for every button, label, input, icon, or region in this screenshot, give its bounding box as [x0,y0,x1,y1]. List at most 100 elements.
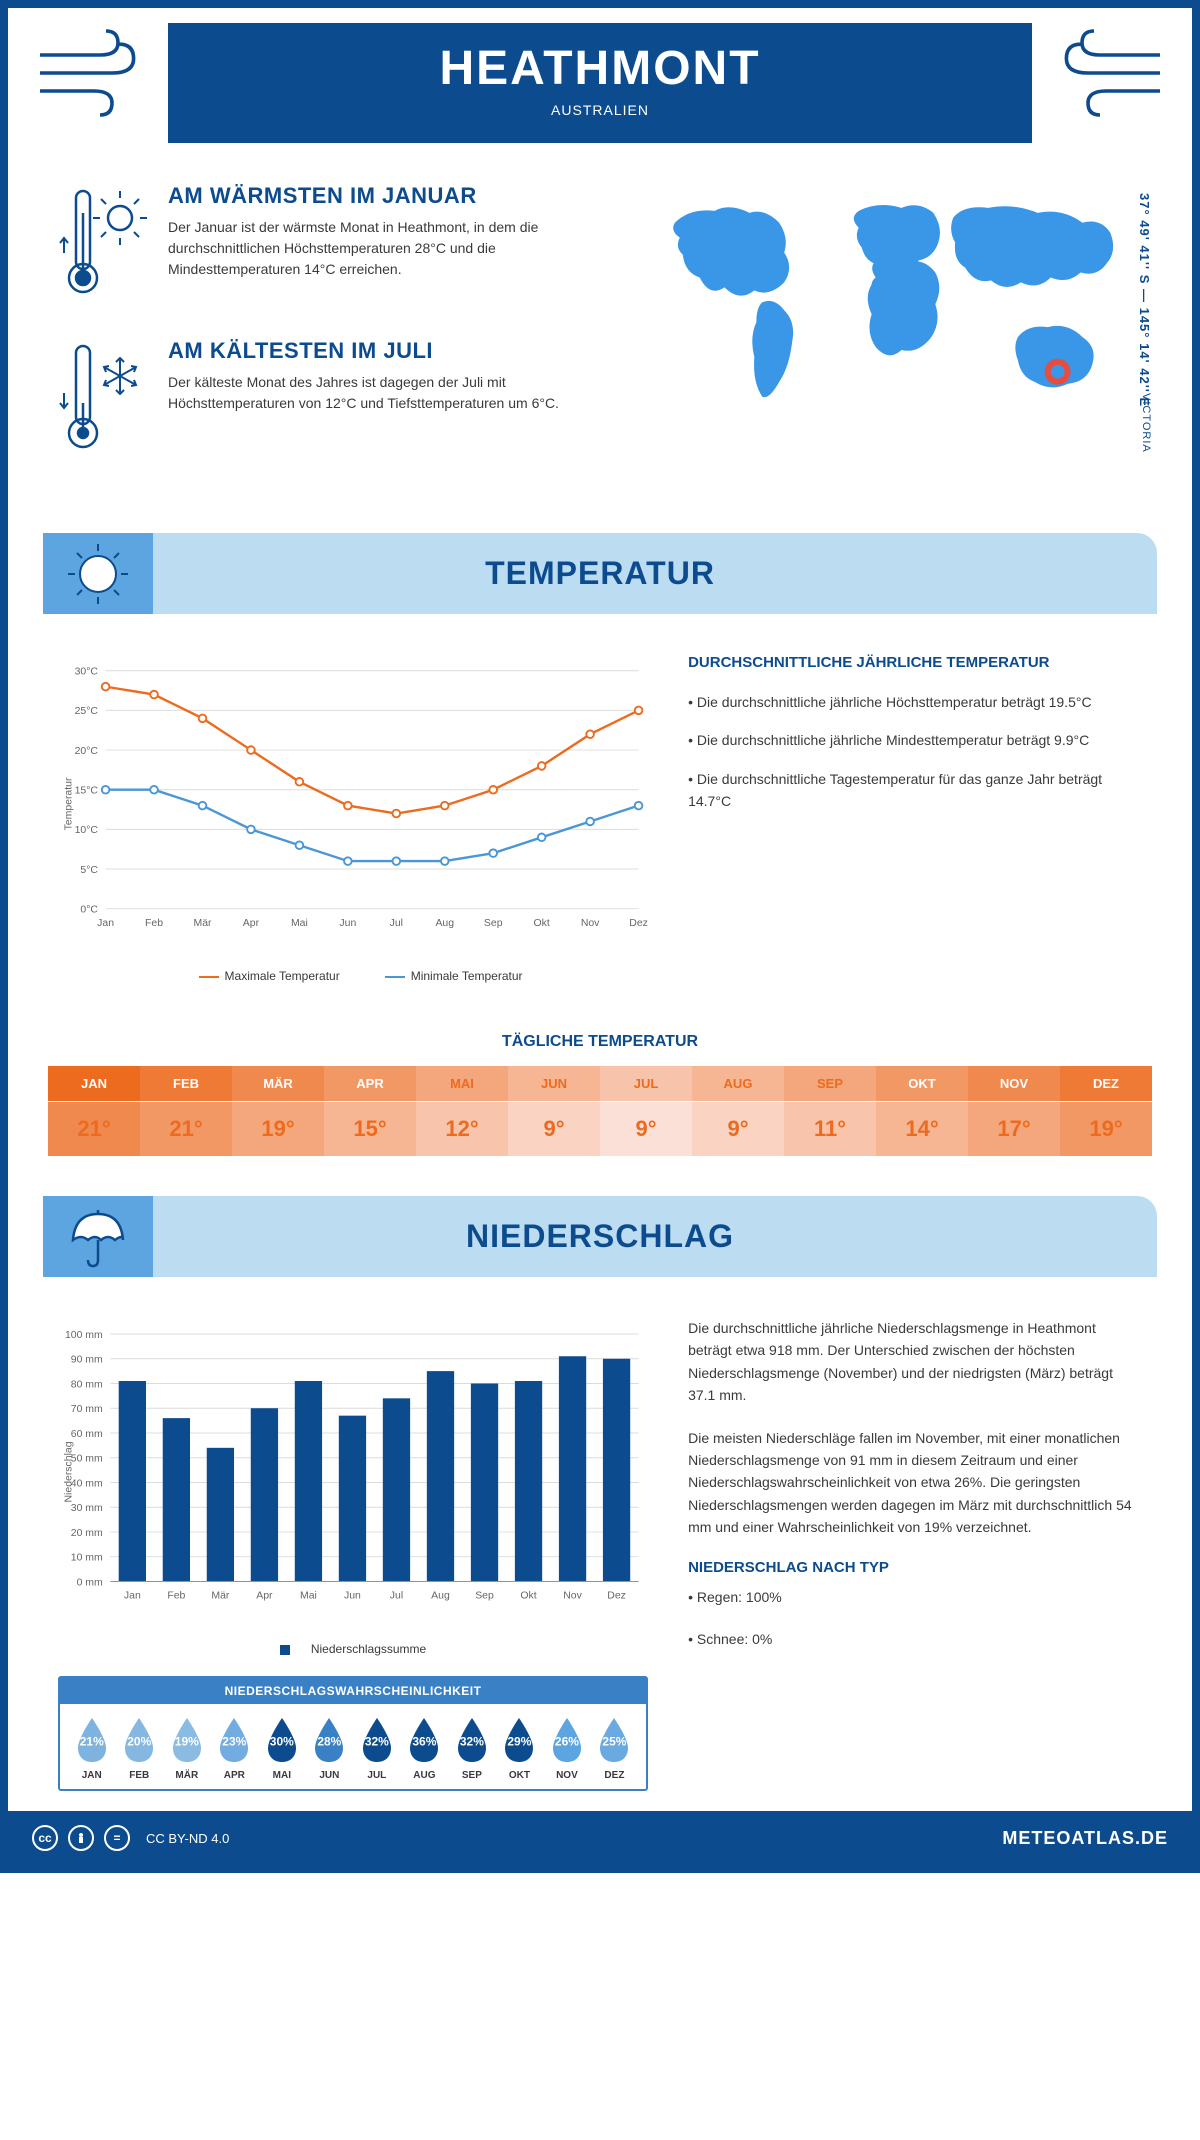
precipitation-legend: Niederschlagssumme [58,1642,648,1656]
prob-item: 29%OKT [496,1716,544,1781]
probability-title: NIEDERSCHLAGSWAHRSCHEINLICHKEIT [60,1678,646,1704]
page-title: HEATHMONT [188,41,1012,96]
warmest-text: Der Januar ist der wärmste Monat in Heat… [168,217,605,280]
wind-icon-left [28,23,148,123]
footer: cc = CC BY-ND 4.0 METEOATLAS.DE [8,1811,1192,1865]
prob-item: 30%MAI [258,1716,306,1781]
svg-text:Okt: Okt [520,1591,536,1602]
title-banner: HEATHMONT AUSTRALIEN [168,23,1032,143]
svg-text:10°C: 10°C [75,825,99,836]
svg-text:90 mm: 90 mm [71,1355,103,1366]
svg-text:Jan: Jan [97,918,114,929]
temp-info-b1: • Die durchschnittliche jährliche Höchst… [688,691,1142,713]
svg-text:Dez: Dez [607,1591,626,1602]
prob-item: 19%MÄR [163,1716,211,1781]
daily-col: FEB21° [140,1066,232,1156]
daily-col: JUL9° [600,1066,692,1156]
svg-text:25°C: 25°C [75,706,99,717]
region-name: VICTORIA [1140,393,1152,453]
svg-text:Niederschlag: Niederschlag [63,1441,74,1502]
svg-text:100 mm: 100 mm [65,1330,103,1341]
header: HEATHMONT AUSTRALIEN [8,8,1192,143]
precipitation-title: NIEDERSCHLAG [63,1218,1137,1255]
temperature-legend: Maximale TemperaturMinimale Temperatur [58,969,648,983]
coldest-title: AM KÄLTESTEN IM JULI [168,338,605,364]
prob-item: 36%AUG [401,1716,449,1781]
svg-text:20°C: 20°C [75,746,99,757]
svg-text:30 mm: 30 mm [71,1503,103,1514]
svg-text:20 mm: 20 mm [71,1528,103,1539]
svg-text:Apr: Apr [256,1591,273,1602]
page-subtitle: AUSTRALIEN [188,102,1012,118]
svg-text:Mai: Mai [300,1591,317,1602]
svg-text:Aug: Aug [431,1591,450,1602]
daily-col: OKT14° [876,1066,968,1156]
precip-type-b2: • Schnee: 0% [688,1628,1142,1650]
svg-text:Nov: Nov [581,918,600,929]
svg-text:10 mm: 10 mm [71,1553,103,1564]
svg-text:Mär: Mär [193,918,212,929]
svg-text:Okt: Okt [534,918,550,929]
svg-text:Mär: Mär [211,1591,230,1602]
precipitation-info: Die durchschnittliche jährliche Niedersc… [688,1317,1142,1791]
wind-icon-right [1052,23,1172,123]
svg-text:70 mm: 70 mm [71,1404,103,1415]
svg-text:15°C: 15°C [75,786,99,797]
prob-item: 23%APR [211,1716,259,1781]
svg-text:Jun: Jun [339,918,356,929]
svg-text:Nov: Nov [563,1591,582,1602]
prob-item: 25%DEZ [591,1716,639,1781]
temperature-info: DURCHSCHNITTLICHE JÄHRLICHE TEMPERATUR •… [688,654,1142,983]
thermometer-snow-icon [58,338,148,463]
svg-text:Feb: Feb [145,918,163,929]
prob-item: 26%NOV [543,1716,591,1781]
thermometer-sun-icon [58,183,148,308]
precipitation-section-header: NIEDERSCHLAG [43,1196,1157,1277]
svg-text:Jul: Jul [390,1591,403,1602]
temperature-section-header: TEMPERATUR [43,533,1157,614]
svg-text:Jul: Jul [390,918,403,929]
daily-col: JUN9° [508,1066,600,1156]
prob-item: 28%JUN [306,1716,354,1781]
world-map [645,183,1142,443]
temp-info-b3: • Die durchschnittliche Tagestemperatur … [688,768,1142,813]
daily-col: APR15° [324,1066,416,1156]
svg-text:Sep: Sep [475,1591,494,1602]
prob-item: 32%JUL [353,1716,401,1781]
daily-col: JAN21° [48,1066,140,1156]
svg-text:Sep: Sep [484,918,503,929]
daily-col: AUG9° [692,1066,784,1156]
svg-text:Feb: Feb [167,1591,185,1602]
prob-item: 32%SEP [448,1716,496,1781]
daily-temp-title: TÄGLICHE TEMPERATUR [8,1033,1192,1051]
coordinates: 37° 49' 41'' S — 145° 14' 42'' E [1137,193,1152,407]
temperature-title: TEMPERATUR [63,555,1137,592]
precip-type-b1: • Regen: 100% [688,1586,1142,1608]
temperature-line-chart: 0°C 5°C 10°C 15°C 20°C 25°C 30°C Jan Feb Mär Apr Ma… [58,654,648,954]
svg-text:Dez: Dez [629,918,648,929]
precipitation-bar-chart: 0 mm10 mm20 mm30 mm40 mm50 mm60 mm70 mm8… [58,1317,648,1627]
probability-panel: NIEDERSCHLAGSWAHRSCHEINLICHKEIT 21%JAN20… [58,1676,648,1791]
prob-item: 20%FEB [116,1716,164,1781]
svg-text:5°C: 5°C [80,865,98,876]
svg-text:30°C: 30°C [75,667,99,678]
svg-text:Apr: Apr [243,918,260,929]
warmest-block: AM WÄRMSTEN IM JANUAR Der Januar ist der… [58,183,605,308]
svg-text:Jun: Jun [344,1591,361,1602]
daily-col: MAI12° [416,1066,508,1156]
warmest-title: AM WÄRMSTEN IM JANUAR [168,183,605,209]
precip-type-title: NIEDERSCHLAG NACH TYP [688,1559,1142,1576]
svg-text:Mai: Mai [291,918,308,929]
daily-col: NOV17° [968,1066,1060,1156]
svg-text:0°C: 0°C [80,905,98,916]
sun-icon [43,533,153,614]
coldest-text: Der kälteste Monat des Jahres ist dagege… [168,372,605,414]
intro-section: AM WÄRMSTEN IM JANUAR Der Januar ist der… [8,143,1192,523]
nd-icon: = [104,1825,130,1851]
daily-col: SEP11° [784,1066,876,1156]
temp-info-b2: • Die durchschnittliche jährliche Mindes… [688,729,1142,751]
daily-col: DEZ19° [1060,1066,1152,1156]
coldest-block: AM KÄLTESTEN IM JULI Der kälteste Monat … [58,338,605,463]
prob-item: 21%JAN [68,1716,116,1781]
temp-info-title: DURCHSCHNITTLICHE JÄHRLICHE TEMPERATUR [688,654,1142,671]
